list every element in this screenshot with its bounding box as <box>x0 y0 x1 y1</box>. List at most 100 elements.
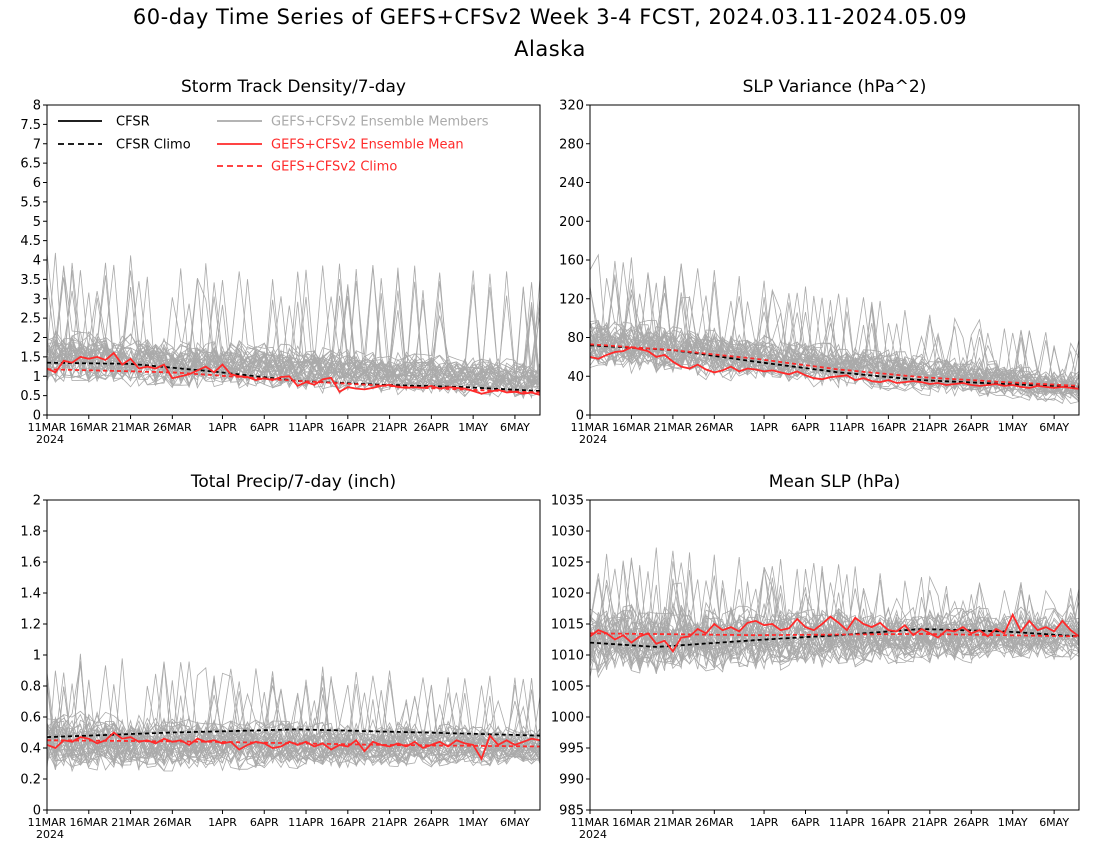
x-tick-label: 1APR <box>750 421 779 434</box>
ensemble-members <box>47 653 540 773</box>
y-tick-label: 2 <box>33 494 41 509</box>
y-tick-label: 240 <box>559 176 584 191</box>
x-tick-label: 26MAR <box>695 816 734 829</box>
legend-gefs-climo-label: GEFS+CFSv2 Climo <box>271 160 397 175</box>
ensemble-member-line <box>590 590 1079 654</box>
x-tick-label: 1APR <box>208 421 237 434</box>
gefs-cfsv2-ensemble-mean-line <box>589 612 1080 653</box>
y-tick-label: 1035 <box>551 494 584 509</box>
x-tick-label: 11MAR <box>28 816 67 829</box>
x-tick-label: 21MAR <box>111 421 150 434</box>
x-tick-label: 6MAY <box>1039 816 1069 829</box>
y-tick-label: 1.4 <box>20 587 41 602</box>
x-tick-label: 6MAY <box>500 421 530 434</box>
legend-ensemble-members-label: GEFS+CFSv2 Ensemble Members <box>271 115 489 130</box>
y-tick-label: 320 <box>559 99 584 114</box>
x-tick-label: 16MAR <box>69 421 108 434</box>
y-tick-label: 1.5 <box>20 350 41 365</box>
x-tick-label: 26APR <box>413 816 449 829</box>
y-tick-label: 990 <box>559 773 584 788</box>
ensemble-members <box>47 252 540 400</box>
ensemble-member-line <box>47 695 540 767</box>
y-tick-label: 200 <box>559 215 584 230</box>
y-tick-label: 0 <box>576 409 584 424</box>
ensemble-member-line <box>47 675 540 767</box>
x-tick-label: 16APR <box>330 421 366 434</box>
y-tick-label: 1010 <box>551 649 584 664</box>
x-tick-label: 16APR <box>870 816 906 829</box>
y-tick-label: 0.4 <box>20 742 41 757</box>
ensemble-member-line <box>47 673 540 765</box>
y-tick-label: 6 <box>33 176 41 191</box>
cfsr-climo-line <box>589 628 1080 648</box>
y-tick-label: 1030 <box>551 525 584 540</box>
y-tick-label: 40 <box>567 370 584 385</box>
x-tick-label: 16APR <box>330 816 366 829</box>
ensemble-member-line <box>47 279 540 391</box>
x-tick-label: 11APR <box>288 421 324 434</box>
x-tick-label: 11APR <box>829 421 865 434</box>
x-tick-label: 26APR <box>953 816 989 829</box>
y-tick-label: 8 <box>33 99 41 114</box>
panel-title: Total Precip/7-day (inch) <box>190 472 396 492</box>
ensemble-member-line <box>590 297 1079 397</box>
y-tick-label: 0 <box>33 409 41 424</box>
ensemble-members <box>590 253 1079 404</box>
x-tick-label: 16MAR <box>69 816 108 829</box>
panel-3: Total Precip/7-day (inch)00.20.40.60.811… <box>20 472 541 841</box>
y-tick-label: 2.5 <box>20 312 41 327</box>
ensemble-member-line <box>47 273 540 394</box>
x-tick-label: 26APR <box>953 421 989 434</box>
ensemble-member-line <box>47 680 540 757</box>
y-tick-label: 1025 <box>551 556 584 571</box>
ensemble-member-line <box>590 569 1079 666</box>
x-tick-label: 11MAR <box>571 421 610 434</box>
ensemble-member-line <box>47 670 540 767</box>
y-tick-label: 7.5 <box>20 118 41 133</box>
panel-title: Mean SLP (hPa) <box>769 472 901 492</box>
ensemble-member-line <box>590 560 1079 668</box>
y-tick-label: 1015 <box>551 618 584 633</box>
x-tick-label: 16MAR <box>612 421 651 434</box>
x-tick-label: 11MAR <box>571 816 610 829</box>
chart-title: 60-day Time Series of GEFS+CFSv2 Week 3-… <box>132 5 968 29</box>
panel-2: SLP Variance (hPa^2) 0 40 80 120 160 200 240 280… <box>559 77 1080 446</box>
y-tick-label: 0.8 <box>20 680 41 695</box>
y-tick-label: 1020 <box>551 587 584 602</box>
x-tick-label: 26MAR <box>153 421 192 434</box>
x-tick-label: 21MAR <box>654 816 693 829</box>
y-tick-label: 80 <box>567 331 584 346</box>
y-tick-label: 3 <box>33 292 41 307</box>
gefs-cfsv2-ensemble-mean-line <box>589 346 1080 390</box>
x-tick-label: 21APR <box>912 421 948 434</box>
x-tick-label: 1APR <box>208 816 237 829</box>
y-tick-label: 1.2 <box>20 618 41 633</box>
x-tick-label: 1MAY <box>458 816 488 829</box>
x-tick-label: 21MAR <box>111 816 150 829</box>
x-tick-label: 21APR <box>372 816 408 829</box>
x-year-label: 2024 <box>579 828 607 841</box>
panel-4: Mean SLP (hPa) 985 990 995 1000 1005 1010 1015 1… <box>551 472 1080 841</box>
ensemble-member-line <box>47 731 540 773</box>
y-tick-label: 120 <box>559 292 584 307</box>
x-tick-label: 6APR <box>250 816 279 829</box>
x-tick-label: 6MAY <box>500 816 530 829</box>
y-tick-label: 280 <box>559 137 584 152</box>
y-tick-label: 0 <box>33 804 41 819</box>
panel-1: Storm Track Density/7-day 0 0.5 1 1.5 2 2.5 3 3.… <box>20 77 541 446</box>
y-tick-label: 995 <box>559 742 584 757</box>
y-tick-label: 4.5 <box>20 234 41 249</box>
x-tick-label: 1APR <box>750 816 779 829</box>
legend: CFSR CFSR Climo GEFS+CFSv2 Ensemble Member… <box>58 115 489 175</box>
x-tick-label: 1MAY <box>458 421 488 434</box>
x-tick-label: 21APR <box>372 421 408 434</box>
y-tick-label: 985 <box>559 804 584 819</box>
gefs-cfsv2-ensemble-mean-line <box>46 351 541 396</box>
x-tick-label: 6APR <box>791 421 820 434</box>
x-tick-label: 21MAR <box>654 421 693 434</box>
ensemble-member-line <box>47 265 540 391</box>
panel-title: SLP Variance (hPa^2) <box>743 77 927 97</box>
y-tick-label: 1005 <box>551 680 584 695</box>
y-tick-label: 4 <box>33 254 41 269</box>
x-tick-label: 6APR <box>250 421 279 434</box>
